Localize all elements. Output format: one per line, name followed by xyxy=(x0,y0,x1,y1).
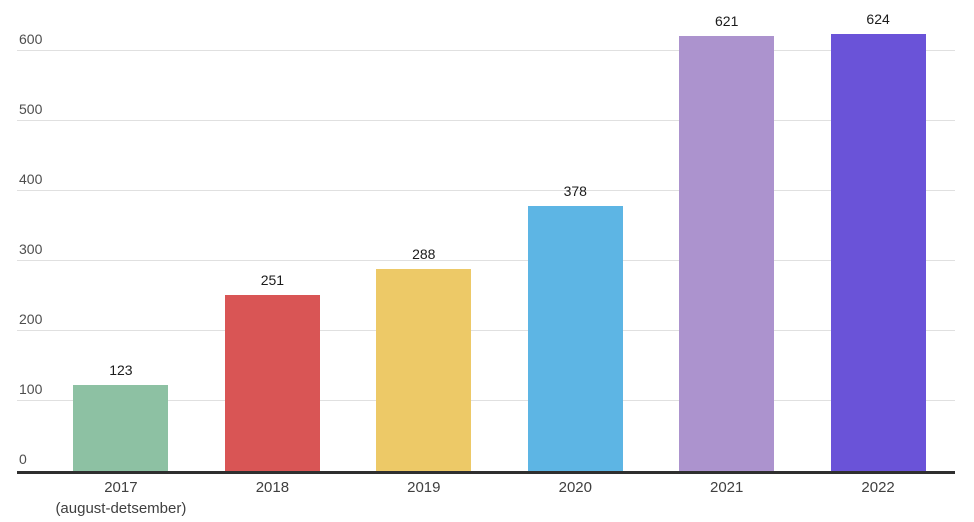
x-tick-label-2018: 2018 xyxy=(182,477,362,498)
x-tick-year: 2018 xyxy=(255,479,290,496)
x-tick-label-2020: 2020 xyxy=(485,477,665,498)
bar-value-label-2022: 624 xyxy=(866,11,890,27)
x-tick-label-2022: 2022 xyxy=(788,477,968,498)
bar-2021 xyxy=(679,36,775,471)
bar-value-label-2021: 621 xyxy=(715,13,739,29)
bar-2019 xyxy=(376,269,472,471)
bar-value-label-2020: 378 xyxy=(563,183,587,199)
bar-value-label-2019: 288 xyxy=(412,246,436,262)
gridline-400 xyxy=(17,190,955,191)
x-tick-year: 2017 xyxy=(104,479,138,496)
x-tick-label-2017: 2017 (august-detsember) xyxy=(31,477,211,519)
bar-2022 xyxy=(830,34,926,471)
bar-2017 xyxy=(73,385,169,471)
gridline-600 xyxy=(17,50,955,51)
gridline-300 xyxy=(17,260,955,261)
bar-2020 xyxy=(527,206,623,471)
x-tick-year: 2021 xyxy=(710,479,744,496)
x-tick-year: 2022 xyxy=(861,479,895,496)
y-tick-label-200: 200 xyxy=(19,311,43,327)
bar-value-label-2018: 251 xyxy=(260,272,285,288)
gridline-200 xyxy=(17,330,955,331)
x-tick-label-2019: 2019 xyxy=(334,477,514,498)
x-axis-line xyxy=(17,471,955,474)
x-tick-year: 2020 xyxy=(558,479,592,496)
x-tick-label-2021: 2021 xyxy=(637,477,817,498)
y-tick-label-600: 600 xyxy=(19,31,43,47)
y-tick-label-0: 0 xyxy=(19,451,27,467)
bar-2018 xyxy=(224,295,320,471)
y-tick-label-400: 400 xyxy=(19,171,43,187)
bar-value-label-2017: 123 xyxy=(109,362,133,378)
x-tick-sublabel: (august-detsember) xyxy=(55,500,187,517)
y-tick-label-100: 100 xyxy=(19,381,43,397)
y-tick-label-500: 500 xyxy=(19,101,43,117)
x-tick-year: 2019 xyxy=(407,479,441,496)
gridline-100 xyxy=(17,400,955,401)
y-tick-label-300: 300 xyxy=(19,241,43,257)
gridline-500 xyxy=(17,120,955,121)
